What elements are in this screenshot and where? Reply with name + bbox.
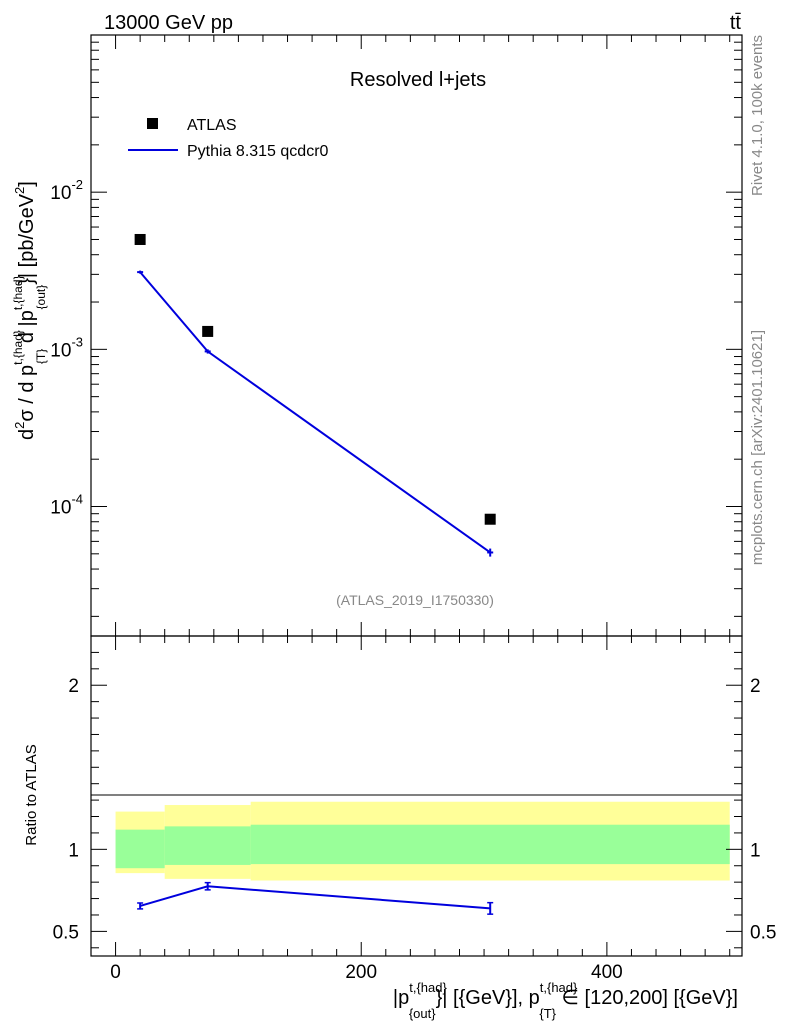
ratio-y-tick-label-left: 2 <box>68 676 79 697</box>
main-panel: 10-2 10-3 10-4 Resolved l+jets (ATLAS_2019… <box>11 34 743 637</box>
x-tick-label: 0 <box>110 962 121 983</box>
atlas-data-point <box>202 325 214 337</box>
ratio-y-tick-label-right: 1 <box>750 840 761 861</box>
legend-marker-atlas <box>147 118 158 129</box>
main-y-tick-label: 10-4 <box>50 492 83 519</box>
atlas-data-point <box>134 233 146 245</box>
ratio-frame <box>90 635 743 957</box>
pythia-line <box>139 271 491 554</box>
ratio-y-tick-label-right: 0.5 <box>750 922 776 943</box>
legend: ATLAS Pythia 8.315 qcdcr0 <box>128 117 329 160</box>
ratio-y-tick-label-left: 1 <box>68 840 79 861</box>
rivet-version-label: Rivet 4.1.0, 100k events <box>749 35 766 196</box>
ratio-band-inner <box>115 829 165 869</box>
ratio-panel: 0.5 0.5 1 1 2 2 0 200 400 Ratio to ATLAS |pt,{h… <box>23 635 776 1021</box>
svg-text:|pt,{had}{out}}| [{GeV}], pt,{: |pt,{had} {out}}| [{GeV}], pt,{had} {T} ∈ … <box>393 980 738 1021</box>
legend-label-atlas: ATLAS <box>187 117 237 134</box>
legend-label-pythia: Pythia 8.315 qcdcr0 <box>187 143 329 160</box>
main-y-tick-label: 10-3 <box>50 334 83 361</box>
ratio-y-tick-label-left: 0.5 <box>53 922 79 943</box>
ratio-y-axis-label: Ratio to ATLAS <box>23 744 40 845</box>
atlas-data-point <box>484 513 496 525</box>
x-tick-label: 400 <box>591 962 623 983</box>
ratio-y-tick-label-right: 2 <box>750 676 761 697</box>
main-y-tick-label: 10-2 <box>50 177 83 204</box>
svg-text:d2σ / d pt,{had}{T} d |pt,{ha: d2σ / d pt,{had} {T} d |pt,{had} {out}}| [… <box>11 181 48 440</box>
plot-title: Resolved l+jets <box>350 69 486 91</box>
analysis-watermark: (ATLAS_2019_I1750330) <box>336 592 494 608</box>
mcplots-label: mcplots.cern.ch [arXiv:2401.10621] <box>749 330 766 565</box>
ratio-band-inner <box>250 824 730 865</box>
header-process: tt̄ <box>730 12 742 34</box>
header-energy: 13000 GeV pp <box>104 12 233 34</box>
ratio-line <box>139 885 491 910</box>
x-tick-label: 200 <box>345 962 377 983</box>
x-axis-label: |pt,{had} {out}}| [{GeV}], pt,{had} {T} ∈ … <box>393 980 738 1021</box>
ratio-band-inner <box>164 826 251 865</box>
main-y-axis-label: d2σ / d pt,{had} {T} d |pt,{had} {out}}| [… <box>11 181 48 440</box>
